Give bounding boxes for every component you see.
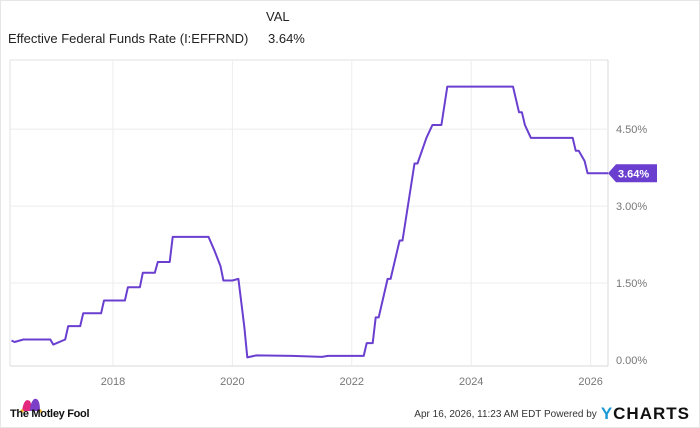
brand-name: The Motley Fool: [10, 408, 90, 420]
last-value-label: 3.64%: [618, 168, 649, 180]
ycharts-y: Y: [600, 404, 614, 423]
svg-text:2026: 2026: [578, 376, 602, 388]
svg-text:4.50%: 4.50%: [616, 124, 647, 136]
x-axis-labels: 2018 2020 2022 2024 2026: [101, 376, 603, 388]
svg-text:2024: 2024: [459, 376, 483, 388]
y-axis-labels: 4.50% 3.00% 1.50% 0.00%: [616, 124, 647, 367]
legend-series-name[interactable]: Effective Federal Funds Rate (I:EFFRND): [8, 31, 249, 46]
attribution: Apr 16, 2026, 11:23 AM EDT Powered by YC…: [414, 404, 690, 424]
value-column-header: VAL: [266, 9, 290, 24]
ycharts-logo[interactable]: YCHARTS: [601, 404, 690, 424]
motley-fool-logo: [10, 395, 50, 418]
svg-text:0.00%: 0.00%: [616, 355, 647, 367]
legend-series-value: 3.64%: [268, 31, 305, 46]
svg-text:2018: 2018: [101, 376, 125, 388]
svg-text:2020: 2020: [220, 376, 244, 388]
last-value-flag: 3.64%: [608, 164, 657, 183]
timestamp: Apr 16, 2026, 11:23 AM EDT Powered by: [414, 408, 597, 420]
series-line[interactable]: [11, 85, 609, 359]
gridlines: [9, 59, 609, 367]
jester-hat-icon: [20, 398, 42, 413]
svg-text:3.00%: 3.00%: [616, 201, 647, 213]
svg-text:1.50%: 1.50%: [616, 278, 647, 290]
ycharts-text: CHARTS: [613, 404, 690, 423]
svg-text:2022: 2022: [340, 376, 364, 388]
